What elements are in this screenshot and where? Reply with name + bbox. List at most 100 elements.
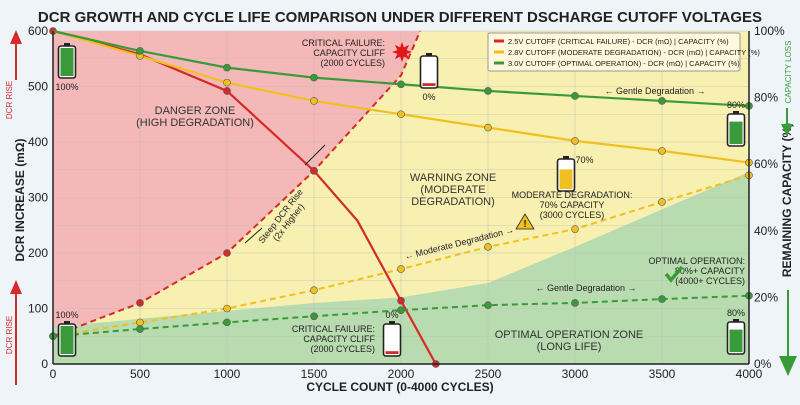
battery-icon: 100% — [55, 43, 79, 92]
dcr-point-yellow — [484, 243, 492, 251]
x-tick-label: 4000 — [736, 367, 763, 381]
annotation-critical_bottom: (2000 CYCLES) — [310, 344, 375, 354]
dcr-point-green — [571, 299, 579, 307]
legend-entry-red: 2.5V CUTOFF (CRITICAL FAILURE) - DCR (mΩ… — [508, 37, 729, 46]
battery-body — [419, 55, 439, 89]
y-tick-label-left: 100 — [28, 302, 48, 316]
x-axis-label: CYCLE COUNT (0-4000 CYCLES) — [306, 380, 493, 394]
zone-label: DANGER ZONE — [155, 105, 236, 117]
capacity-point-green — [223, 63, 231, 72]
battery-fill — [559, 169, 573, 189]
battery-label: 0% — [385, 310, 398, 320]
capacity-loss-label: CAPACITY LOSS — [784, 41, 793, 104]
y-tick-label-left: 0 — [41, 357, 48, 371]
dcr-point-green — [484, 301, 492, 309]
y-axis-label-right: REMAINING CAPACITY (%) — [780, 123, 794, 277]
dcr-rise-arrow-icon — [10, 30, 22, 385]
battery-cap — [563, 156, 569, 159]
legend: 2.5V CUTOFF (CRITICAL FAILURE) - DCR (mΩ… — [487, 32, 760, 72]
dcr-point-yellow — [658, 198, 666, 206]
battery-icon: 80% — [726, 100, 746, 147]
y-tick-label-right: 0% — [754, 357, 772, 371]
y-tick-label-right: 80% — [754, 91, 778, 105]
dcr-point-yellow — [310, 286, 318, 294]
y-tick-label-right: 100% — [754, 24, 785, 38]
zone-label: DEGRADATION) — [411, 196, 495, 208]
battery-fill — [385, 351, 399, 354]
dcr-point-green — [658, 295, 666, 303]
x-tick-label: 2500 — [475, 367, 502, 381]
warning-icon — [515, 213, 535, 230]
x-tick-label: 0 — [50, 367, 57, 381]
battery-fill — [422, 83, 436, 86]
annotation-moderate: (3000 CYCLES) — [540, 210, 605, 220]
capacity-loss-arrow-icon — [779, 108, 797, 376]
arrow-icon — [304, 144, 326, 166]
x-tick-label: 3500 — [649, 367, 676, 381]
dcr-point-green — [136, 325, 144, 333]
capacity-point-yellow — [397, 110, 405, 119]
dcr-line-red — [52, 30, 422, 338]
annotation-optimal: 80%+ CAPACITY — [675, 266, 745, 276]
battery-cap — [64, 321, 70, 324]
annotation-moderate: MODERATE DEGRADATION: — [512, 190, 633, 200]
y-tick-label-left: 600 — [28, 24, 48, 38]
legend-entry-green: 3.0V CUTOFF (OPTIMAL OPERATION) - DCR (m… — [508, 59, 740, 68]
dcr-rise-label-top: DCR RISE — [5, 81, 14, 119]
annotation-critical_top: (2000 CYCLES) — [320, 58, 385, 68]
battery-label: 100% — [55, 82, 78, 92]
x-tick-label: 1000 — [214, 367, 241, 381]
dcr-point-yellow — [397, 265, 405, 273]
battery-icon: 0% — [419, 53, 439, 102]
capacity-point-green — [658, 97, 666, 105]
capacity-point-red — [223, 87, 231, 95]
y-tick-label-right: 20% — [754, 290, 778, 304]
y-axis-label-left: DCR INCREASE (mΩ) — [13, 139, 27, 262]
capacity-point-yellow — [658, 147, 666, 155]
battery-cap — [64, 43, 70, 46]
capacity-point-yellow — [484, 123, 492, 132]
annotation-optimal: (4000+ CYCLES) — [675, 276, 745, 286]
battery-cap — [426, 53, 432, 56]
battery-fill — [60, 48, 74, 76]
capacity-point-red — [310, 167, 318, 175]
battery-icon: 80% — [726, 308, 746, 355]
x-tick-label: 3000 — [562, 367, 589, 381]
x-tick-label: 1500 — [301, 367, 328, 381]
dcr-point-green — [310, 312, 318, 321]
y-tick-label-left: 400 — [28, 135, 48, 149]
dcr-point-yellow — [136, 318, 144, 327]
capacity-point-green — [397, 80, 405, 89]
battery-cap — [389, 321, 395, 324]
zone-label: WARNING ZONE — [410, 172, 496, 184]
battery-label: 70% — [575, 155, 593, 165]
battery-cap — [733, 319, 739, 322]
axes: 0 500 1000 1500 2000 2500 3000 3500 4000 0 100 200 3… — [28, 24, 785, 381]
arrow-icon — [244, 227, 263, 244]
annotation-critical_bottom: CRITICAL FAILURE: — [292, 324, 375, 334]
check-icon — [664, 265, 684, 283]
capacity-point-green — [310, 73, 318, 82]
battery-icon: 100% — [55, 310, 79, 357]
dcr-point-yellow — [223, 304, 231, 313]
y-tick-label-left: 200 — [28, 246, 48, 260]
battery-icon: 0% — [382, 310, 402, 357]
dcr-point-red — [223, 249, 231, 257]
battery-fill — [60, 326, 74, 354]
chart-title: DCR GROWTH AND CYCLE LIFE COMPARISON UND… — [38, 9, 762, 26]
battery-label: 80% — [727, 308, 745, 318]
capacity-point-green — [484, 87, 492, 95]
dcr-point-yellow — [571, 225, 579, 233]
annotation-optimal: OPTIMAL OPERATION: — [648, 256, 745, 266]
capacity-point-yellow — [223, 78, 231, 87]
zone-label: OPTIMAL OPERATION ZONE — [495, 329, 644, 341]
battery-body — [382, 323, 402, 357]
zone-label: (MODERATE — [420, 184, 485, 196]
battery-label: 0% — [422, 92, 435, 102]
x-tick-label: 2000 — [388, 367, 415, 381]
zone-label: (LONG LIFE) — [537, 341, 602, 353]
y-tick-label-left: 500 — [28, 80, 48, 94]
starburst-icon — [392, 42, 412, 62]
capacity-point-green — [571, 92, 579, 100]
